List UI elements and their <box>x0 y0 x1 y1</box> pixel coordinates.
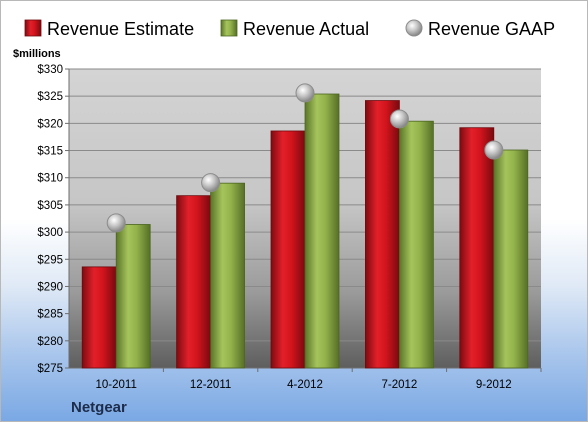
bar-revenue-actual <box>398 120 434 369</box>
y-tick-label: $300 <box>37 227 63 239</box>
bar-revenue-estimate <box>81 266 117 369</box>
legend-label: Revenue Estimate <box>47 19 194 39</box>
legend-swatch-revenue-actual <box>220 19 238 37</box>
y-tick-label: $325 <box>37 91 63 103</box>
bar-revenue-actual <box>304 93 340 369</box>
y-tick-label: $310 <box>37 173 63 185</box>
legend: Revenue Estimate Revenue Actual Revenue GA… <box>24 19 555 39</box>
y-axis-unit-label: $millions <box>13 48 61 60</box>
bar-revenue-estimate <box>176 195 212 369</box>
y-tick-label: $320 <box>37 118 63 130</box>
legend-swatch-revenue-estimate <box>24 19 42 37</box>
y-tick-label: $290 <box>37 281 63 293</box>
marker-revenue-gaap <box>484 140 504 160</box>
bar-revenue-actual <box>493 149 529 369</box>
bar-revenue-estimate <box>364 100 400 369</box>
x-tick-label: 10-2011 <box>96 379 137 391</box>
x-tick-label: 9-2012 <box>476 379 512 391</box>
plot-area: $275 $280 $285 $290 $295 $300 $305 $310 $315 $320… <box>37 64 542 391</box>
y-tick-label: $305 <box>37 200 63 212</box>
y-tick-label: $330 <box>37 64 63 76</box>
y-tick-label: $315 <box>37 146 63 158</box>
legend-label: Revenue GAAP <box>428 19 555 39</box>
legend-swatch-revenue-gaap <box>405 19 423 37</box>
x-tick-label: 4-2012 <box>287 379 323 391</box>
bar-revenue-actual <box>115 224 151 369</box>
x-tick-label: 12-2011 <box>190 379 231 391</box>
marker-revenue-gaap <box>389 109 409 129</box>
x-tick-label: 7-2012 <box>381 379 417 391</box>
marker-revenue-gaap <box>295 83 315 103</box>
legend-label: Revenue Actual <box>243 19 369 39</box>
bar-revenue-actual <box>210 182 246 369</box>
y-tick-label: $295 <box>37 254 63 266</box>
company-label: Netgear <box>71 399 127 416</box>
marker-revenue-gaap <box>106 213 126 233</box>
y-tick-label: $285 <box>37 309 63 321</box>
bar-revenue-estimate <box>459 127 495 369</box>
y-tick-label: $280 <box>37 336 63 348</box>
marker-revenue-gaap <box>201 173 221 193</box>
bar-revenue-estimate <box>270 130 306 369</box>
y-tick-label: $275 <box>37 363 63 375</box>
